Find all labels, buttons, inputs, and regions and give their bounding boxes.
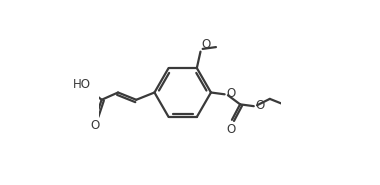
Text: O: O <box>255 99 264 112</box>
Text: O: O <box>90 120 100 132</box>
Text: HO: HO <box>73 78 91 91</box>
Text: O: O <box>226 87 235 100</box>
Text: O: O <box>201 38 211 51</box>
Text: O: O <box>226 123 236 136</box>
